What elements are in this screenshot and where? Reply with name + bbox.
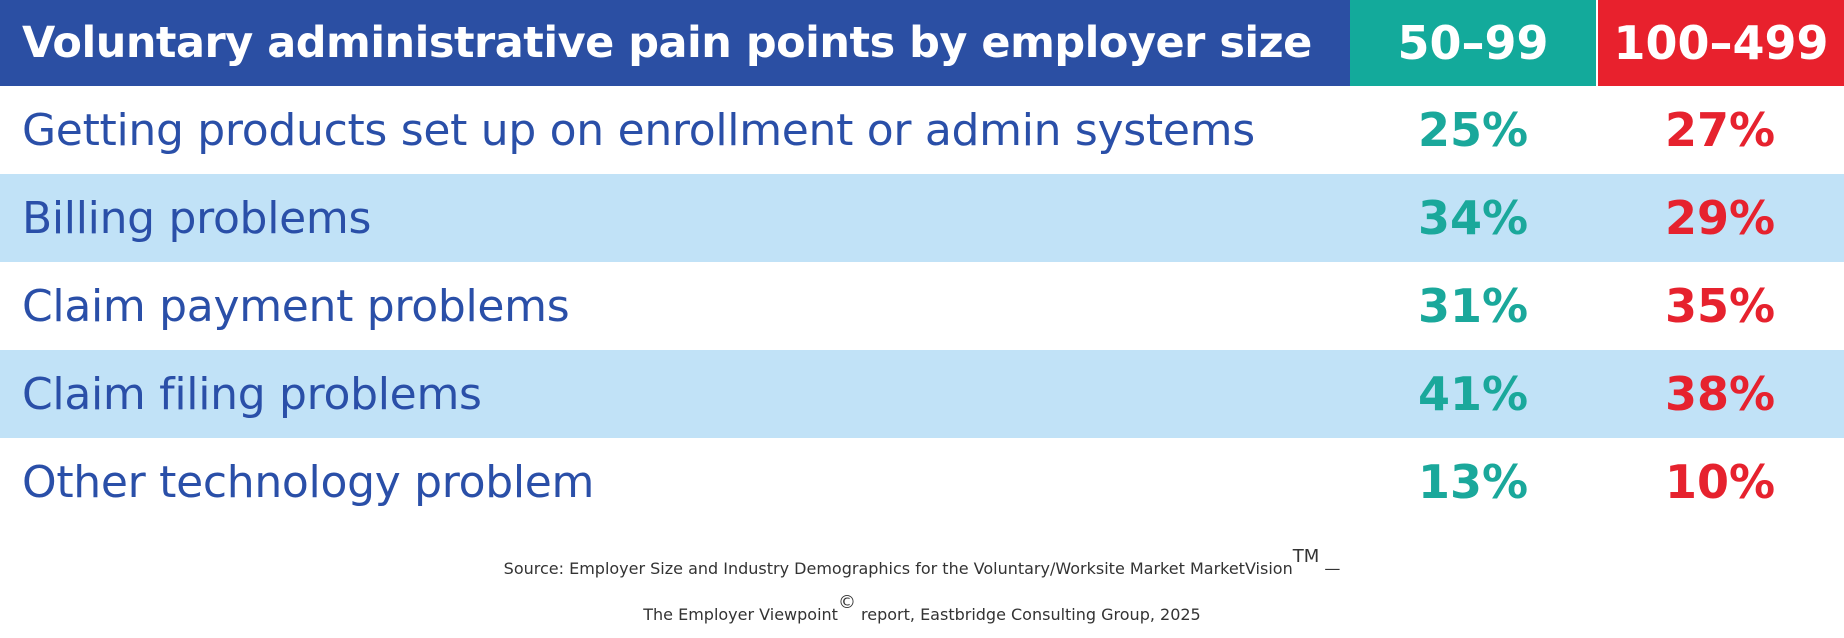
table-row: Other technology problem 13% 10% — [0, 438, 1844, 526]
table-row: Getting products set up on enrollment or… — [0, 86, 1844, 174]
value-50-99: 25% — [1417, 103, 1529, 157]
row-label: Billing problems — [22, 192, 372, 244]
table-row: Claim payment problems 31% 35% — [0, 262, 1844, 350]
table-header-row: Voluntary administrative pain points by … — [0, 0, 1844, 86]
value-100-499: 27% — [1664, 103, 1776, 157]
row-label: Other technology problem — [22, 456, 595, 508]
source-line-1-end: — — [1319, 559, 1341, 578]
column-header-50-99: 50–99 — [1350, 0, 1596, 86]
value-100-499: 35% — [1664, 279, 1776, 333]
value-50-99: 34% — [1417, 191, 1529, 245]
table-title: Voluntary administrative pain points by … — [0, 0, 1350, 86]
row-label: Claim filing problems — [22, 368, 482, 420]
value-100-499: 38% — [1664, 367, 1776, 421]
value-50-99: 31% — [1417, 279, 1529, 333]
value-50-99: 41% — [1417, 367, 1529, 421]
table-row: Claim filing problems 41% 38% — [0, 350, 1844, 438]
row-label: Claim payment problems — [22, 280, 570, 332]
source-line-2: The Employer Viewpoint© report, Eastbrid… — [0, 592, 1844, 638]
source-line-1-text: Source: Employer Size and Industry Demog… — [503, 559, 1293, 578]
table-row: Billing problems 34% 29% — [0, 174, 1844, 262]
value-100-499: 29% — [1664, 191, 1776, 245]
row-label: Getting products set up on enrollment or… — [22, 104, 1255, 156]
value-50-99: 13% — [1417, 455, 1529, 509]
column-header-100-499: 100–499 — [1598, 0, 1844, 86]
source-line-1: Source: Employer Size and Industry Demog… — [0, 546, 1844, 592]
copyright-mark: © — [837, 592, 856, 613]
source-line-2-text: The Employer Viewpoint — [643, 605, 838, 624]
pain-points-table: Voluntary administrative pain points by … — [0, 0, 1844, 526]
source-note: Source: Employer Size and Industry Demog… — [0, 546, 1844, 638]
trademark-mark: TM — [1292, 546, 1320, 567]
header-divider — [1596, 0, 1598, 86]
source-line-2-end: report, Eastbridge Consulting Group, 202… — [855, 605, 1201, 624]
value-100-499: 10% — [1664, 455, 1776, 509]
